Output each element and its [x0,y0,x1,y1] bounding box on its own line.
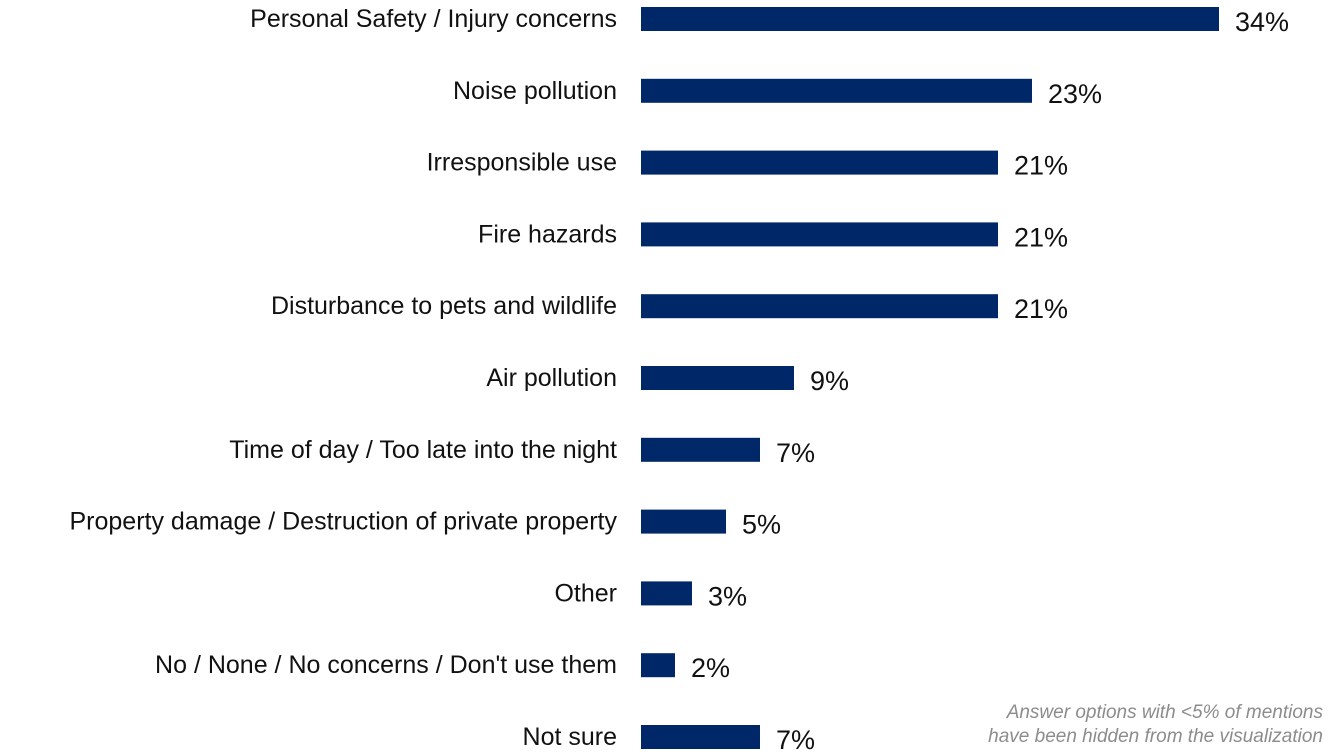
category-label-other: Other [554,579,617,607]
category-label-property-damage-destruction-of-private-property: Property damage / Destruction of private… [70,508,618,536]
category-label-no-none-no-concerns-don-t-use-them: No / None / No concerns / Don't use them [155,651,617,679]
bar-personal-safety-injury-concerns [641,7,1219,31]
value-label-time-of-day-too-late-into-the-night: 7% [776,438,815,468]
value-label-not-sure: 7% [776,725,815,755]
bars-group: Personal Safety / Injury concerns 34% Nois… [70,5,1290,755]
category-label-fire-hazards: Fire hazards [478,220,617,248]
category-label-disturbance-to-pets-and-wildlife: Disturbance to pets and wildlife [271,292,617,320]
footnote-line-1: Answer options with <5% of mentions [1006,702,1323,723]
bar-no-none-no-concerns-don-t-use-them [641,653,675,678]
bar-noise-pollution [641,78,1032,103]
value-label-property-damage-destruction-of-private-property: 5% [742,510,781,540]
value-label-disturbance-to-pets-and-wildlife: 21% [1014,294,1068,324]
bar-fire-hazards [641,222,998,247]
footnote: Answer options with <5% of mentions have… [903,701,1323,749]
category-label-noise-pollution: Noise pollution [453,77,617,105]
footnote-line-2: have been hidden from the visualization [988,726,1323,747]
bar-irresponsible-use [641,150,998,175]
value-label-personal-safety-injury-concerns: 34% [1235,7,1289,37]
value-label-other: 3% [708,581,747,611]
bar-air-pollution [641,366,794,390]
value-label-noise-pollution: 23% [1048,79,1102,109]
category-label-personal-safety-injury-concerns: Personal Safety / Injury concerns [250,5,617,33]
bar-disturbance-to-pets-and-wildlife [641,294,998,319]
category-label-time-of-day-too-late-into-the-night: Time of day / Too late into the night [229,436,617,464]
bar-not-sure [641,725,760,749]
value-label-no-none-no-concerns-don-t-use-them: 2% [691,653,730,683]
value-label-irresponsible-use: 21% [1014,151,1068,181]
value-label-fire-hazards: 21% [1014,222,1068,252]
value-label-air-pollution: 9% [810,366,849,396]
category-label-irresponsible-use: Irresponsible use [427,149,617,177]
bar-property-damage-destruction-of-private-property [641,509,726,534]
bar-time-of-day-too-late-into-the-night [641,437,760,462]
category-label-not-sure: Not sure [523,723,617,751]
bar-other [641,581,692,606]
category-label-air-pollution: Air pollution [486,364,617,392]
